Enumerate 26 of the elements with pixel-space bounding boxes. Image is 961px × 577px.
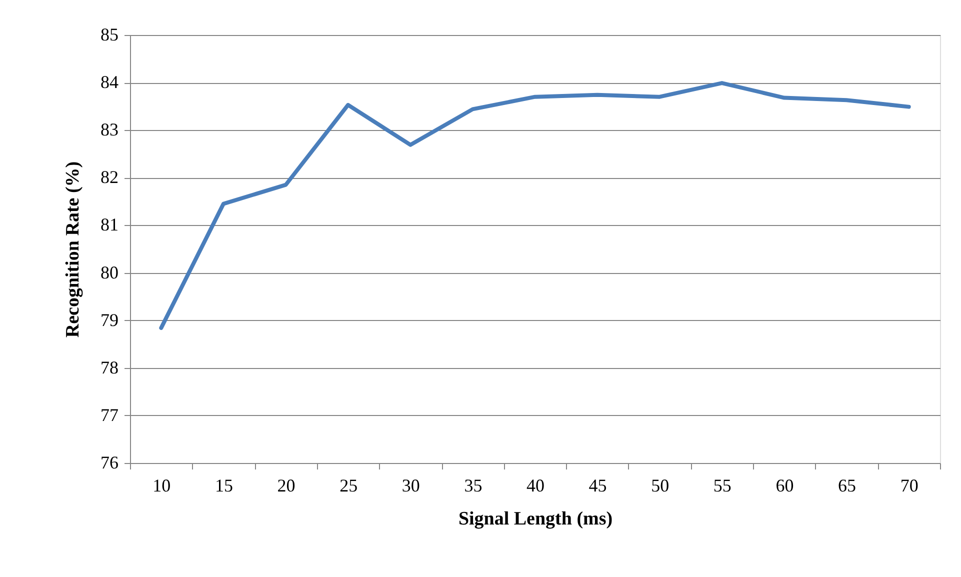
x-tick-label: 15 <box>214 476 233 496</box>
x-tick-label: 60 <box>776 476 794 496</box>
x-tick-label: 30 <box>402 476 420 496</box>
x-axis-title: Signal Length (ms) <box>458 508 613 530</box>
y-tick-label: 85 <box>100 24 118 44</box>
x-tick-label: 70 <box>900 476 918 496</box>
y-tick-label: 83 <box>100 120 118 140</box>
x-tick-label: 40 <box>526 476 544 496</box>
y-tick-label: 80 <box>100 262 118 282</box>
y-tick-label: 84 <box>100 72 118 92</box>
x-tick-label: 20 <box>277 476 296 496</box>
x-tick-label: 50 <box>651 476 670 496</box>
x-tick-label: 65 <box>838 476 856 496</box>
y-tick-label: 79 <box>100 310 118 330</box>
y-tick-label: 77 <box>100 404 118 425</box>
line-series <box>159 81 911 330</box>
y-tick-label: 81 <box>100 214 118 235</box>
x-tick-label: 10 <box>152 476 171 496</box>
x-tick-label: 45 <box>588 476 607 496</box>
x-tick-label: 25 <box>340 476 358 496</box>
y-tick-label: 76 <box>100 452 118 472</box>
x-tick-label: 55 <box>713 476 732 496</box>
y-tick-label: 82 <box>100 167 118 188</box>
y-tick-label: 78 <box>100 357 118 378</box>
y-axis-title: Recognition Rate (%) <box>62 161 84 338</box>
x-tick-label: 35 <box>464 476 482 496</box>
